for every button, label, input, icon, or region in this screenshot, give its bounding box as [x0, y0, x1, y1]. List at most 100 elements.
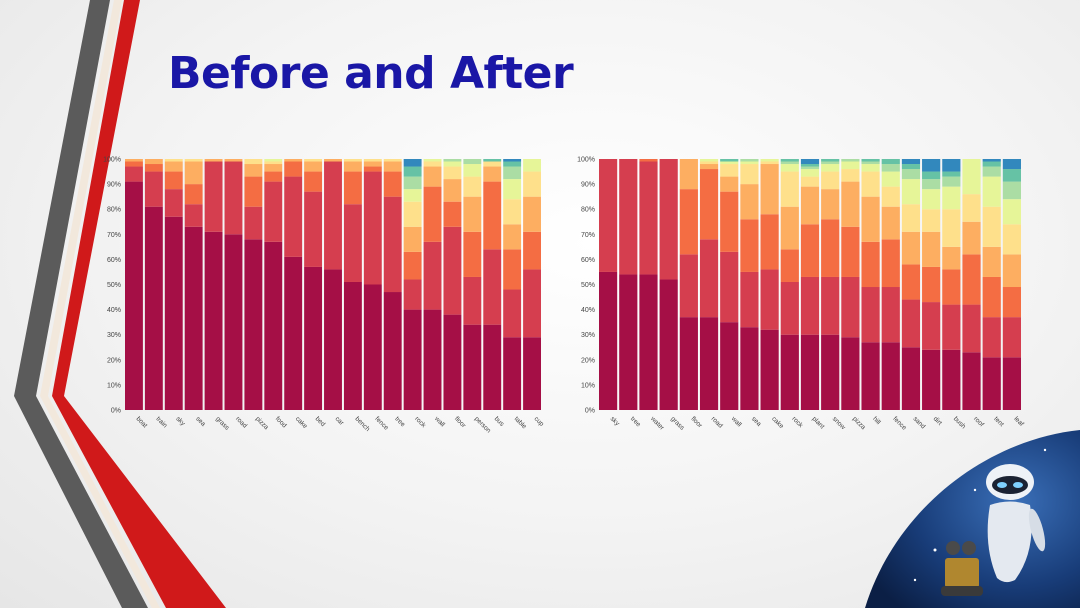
- bar-segment: [942, 176, 961, 187]
- bar-segment: [503, 224, 522, 250]
- bar-segment: [463, 176, 482, 197]
- bar-segment: [244, 176, 263, 207]
- bar-segment: [144, 171, 163, 207]
- bar-segment: [1002, 317, 1021, 358]
- bar-segment: [922, 159, 941, 172]
- y-tick-label: 0%: [111, 408, 121, 415]
- y-tick-label: 10%: [581, 382, 595, 389]
- bar-segment: [164, 171, 183, 190]
- bar-segment: [244, 164, 263, 177]
- bar-segment: [901, 299, 921, 348]
- bar-segment: [881, 287, 900, 343]
- bar-segment: [264, 164, 283, 172]
- bar-segment: [443, 161, 462, 167]
- bar-segment: [483, 161, 502, 167]
- bar-segment: [861, 161, 880, 165]
- bar-segment: [821, 219, 840, 277]
- bar-segment: [821, 171, 840, 190]
- x-tick-label: dirt: [932, 415, 943, 426]
- bar-segment: [403, 176, 422, 190]
- red-stripe: [52, 0, 226, 608]
- y-tick-label: 60%: [581, 257, 595, 264]
- bar-segment: [760, 329, 779, 410]
- bar-segment: [343, 171, 362, 205]
- bar-segment: [780, 249, 799, 282]
- x-tick-label: cake: [294, 415, 309, 430]
- bar-segment: [942, 246, 961, 270]
- y-tick-label: 40%: [107, 307, 121, 314]
- y-tick-label: 40%: [581, 307, 595, 314]
- x-tick-label: wall: [432, 415, 446, 429]
- bar-segment: [523, 171, 541, 197]
- bar-segment: [383, 196, 402, 293]
- x-tick-label: fence: [373, 415, 389, 431]
- bar-segment: [841, 226, 860, 277]
- bar-segment: [800, 224, 820, 277]
- bar-segment: [780, 281, 799, 335]
- bar-segment: [942, 159, 961, 172]
- x-tick-label: bush: [952, 415, 967, 430]
- bar-segment: [443, 201, 462, 227]
- bar-segment: [383, 292, 402, 410]
- bar-segment: [125, 166, 143, 182]
- y-tick-label: 0%: [585, 408, 595, 415]
- bar-segment: [619, 159, 638, 275]
- bar-segment: [982, 246, 1001, 277]
- bar-segment: [780, 334, 799, 410]
- bar-segment: [144, 159, 163, 165]
- bar-segment: [463, 324, 482, 410]
- bar-segment: [503, 159, 522, 162]
- bar-segment: [403, 159, 422, 167]
- x-tick-label: table: [513, 415, 528, 430]
- bar-segment: [403, 189, 422, 202]
- bar-segment: [324, 269, 342, 410]
- y-tick-label: 50%: [581, 282, 595, 289]
- bar-segment: [821, 159, 840, 162]
- bar-segment: [962, 352, 981, 410]
- bar-segment: [264, 181, 283, 242]
- bar-segment: [922, 231, 941, 267]
- bar-segment: [639, 161, 658, 275]
- bar-segment: [861, 171, 880, 197]
- bar-segment: [841, 161, 860, 170]
- x-tick-label: floor: [689, 415, 703, 429]
- small-robot-icon: [941, 541, 983, 596]
- bar-segment: [841, 337, 860, 410]
- bar-segment: [881, 171, 900, 187]
- x-tick-label: snow: [831, 415, 847, 431]
- bar-segment: [821, 164, 840, 172]
- x-tick-label: cup: [533, 415, 546, 428]
- bar-segment: [881, 239, 900, 288]
- bar-segment: [901, 159, 921, 165]
- bar-segment: [125, 161, 143, 167]
- bar-segment: [901, 179, 921, 205]
- chart-before: 0% 10% 20% 30% 40% 50% 60% 70% 80% 90% 100% boat tra…: [100, 150, 570, 475]
- bar-segment: [760, 214, 779, 270]
- bar-segment: [125, 181, 143, 410]
- star-icon: [973, 488, 977, 492]
- bar-segment: [780, 159, 799, 162]
- bar-segment: [423, 186, 442, 242]
- star-icon: [933, 548, 937, 552]
- bar-segment: [343, 159, 362, 162]
- chart-before-svg: 0% 10% 20% 30% 40% 50% 60% 70% 80% 90% 100% boat tra…: [103, 157, 546, 435]
- bar-segment: [284, 256, 303, 410]
- bar-segment: [659, 159, 678, 280]
- bar-segment: [443, 314, 462, 410]
- x-tick-label: tent: [992, 415, 1005, 428]
- bar-segment: [264, 161, 283, 165]
- bar-segment: [184, 226, 203, 410]
- bar-segment: [1002, 181, 1021, 200]
- bar-segment: [922, 209, 941, 232]
- bar-segment: [800, 159, 820, 165]
- bar-segment: [284, 176, 303, 257]
- bar-segment: [841, 169, 860, 182]
- bar-segment: [244, 239, 263, 410]
- bar-segment: [503, 199, 522, 225]
- bar-segment: [821, 161, 840, 165]
- bar-segment: [740, 219, 759, 272]
- x-tick-label: train: [154, 415, 168, 429]
- x-tick-label: pizza: [254, 415, 270, 431]
- bar-segment: [861, 287, 880, 343]
- bar-segment: [619, 274, 638, 410]
